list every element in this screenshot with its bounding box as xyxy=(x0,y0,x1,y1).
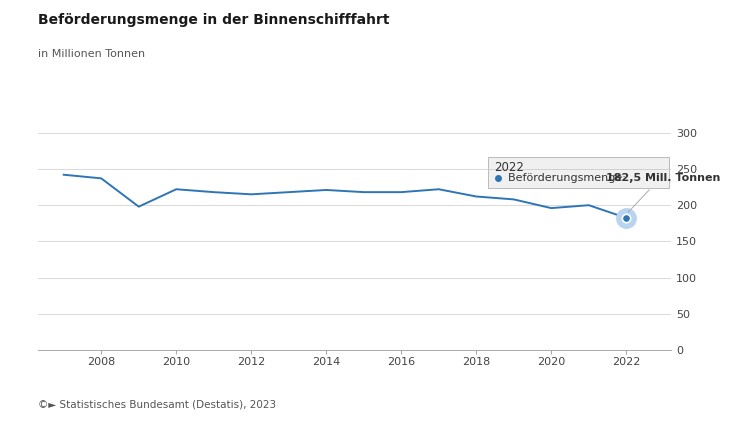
Text: ©► Statistisches Bundesamt (Destatis), 2023: ©► Statistisches Bundesamt (Destatis), 2… xyxy=(38,399,276,409)
Text: Beförderungsmenge in der Binnenschifffahrt: Beförderungsmenge in der Binnenschifffah… xyxy=(38,13,389,27)
Text: Beförderungsmenge:: Beförderungsmenge: xyxy=(509,173,629,183)
Text: in Millionen Tonnen: in Millionen Tonnen xyxy=(38,49,145,59)
Text: 182,5 Mill. Tonnen: 182,5 Mill. Tonnen xyxy=(606,173,721,183)
Text: 2022: 2022 xyxy=(494,161,524,174)
FancyBboxPatch shape xyxy=(488,157,669,188)
